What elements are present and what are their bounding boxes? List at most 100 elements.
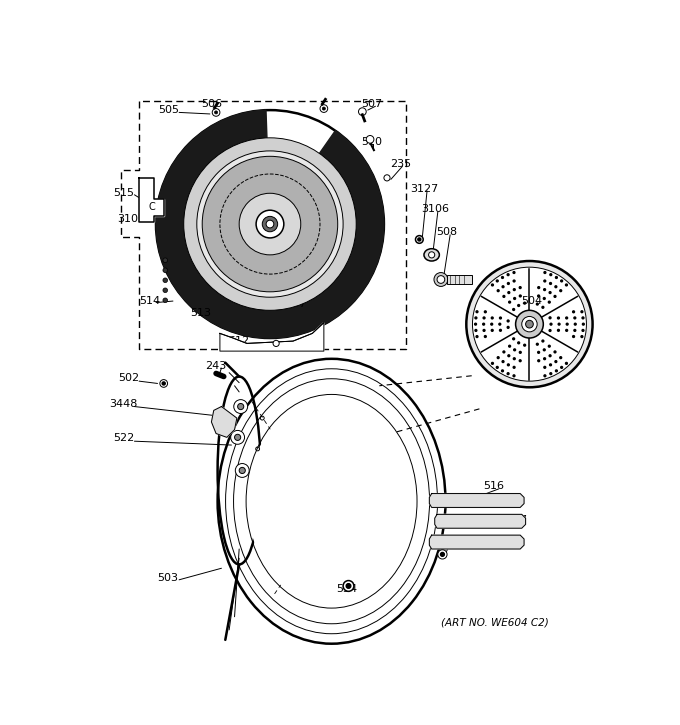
Circle shape	[544, 289, 545, 291]
Circle shape	[235, 463, 249, 477]
Text: 506: 506	[201, 99, 222, 109]
Text: 237: 237	[286, 299, 307, 309]
Circle shape	[507, 274, 509, 276]
Circle shape	[544, 280, 546, 282]
Circle shape	[513, 375, 515, 377]
Circle shape	[549, 291, 551, 294]
Circle shape	[266, 220, 274, 228]
Circle shape	[549, 330, 551, 331]
Polygon shape	[429, 494, 524, 507]
Circle shape	[491, 323, 492, 325]
Circle shape	[492, 329, 493, 331]
Circle shape	[582, 317, 584, 319]
Circle shape	[555, 286, 557, 288]
Circle shape	[476, 336, 478, 338]
Circle shape	[507, 326, 509, 328]
Polygon shape	[156, 110, 384, 338]
Circle shape	[549, 283, 551, 284]
Circle shape	[558, 323, 560, 325]
Circle shape	[575, 323, 576, 325]
Circle shape	[520, 286, 521, 289]
Circle shape	[513, 280, 515, 282]
Circle shape	[513, 338, 515, 340]
Circle shape	[515, 310, 543, 338]
Circle shape	[508, 291, 510, 294]
Circle shape	[548, 301, 550, 303]
Circle shape	[542, 340, 544, 342]
Circle shape	[212, 109, 220, 116]
Circle shape	[556, 370, 558, 372]
Text: 235: 235	[390, 159, 411, 169]
Circle shape	[508, 355, 510, 357]
Circle shape	[524, 344, 526, 346]
Circle shape	[561, 280, 562, 282]
Circle shape	[574, 317, 576, 319]
Circle shape	[513, 349, 515, 351]
Circle shape	[273, 340, 279, 347]
Text: 3127: 3127	[410, 183, 438, 194]
Circle shape	[555, 360, 557, 362]
Circle shape	[496, 280, 498, 282]
Text: 502: 502	[118, 373, 139, 383]
Circle shape	[560, 357, 562, 359]
Circle shape	[202, 157, 338, 292]
Circle shape	[434, 273, 448, 286]
Circle shape	[475, 317, 477, 319]
Circle shape	[497, 290, 499, 291]
Text: C: C	[148, 202, 155, 212]
Text: 510: 510	[361, 138, 382, 147]
Polygon shape	[220, 323, 324, 351]
Circle shape	[544, 366, 546, 368]
Circle shape	[163, 288, 167, 293]
Circle shape	[573, 311, 575, 312]
Text: 522: 522	[113, 433, 134, 443]
Text: 505: 505	[158, 105, 180, 115]
Circle shape	[517, 342, 520, 344]
Circle shape	[214, 111, 218, 114]
Circle shape	[560, 290, 562, 291]
Circle shape	[513, 309, 515, 310]
Circle shape	[549, 355, 551, 357]
Circle shape	[160, 380, 167, 387]
Circle shape	[483, 323, 485, 325]
Bar	[447, 275, 472, 284]
Text: (ART NO. WE604 C2): (ART NO. WE604 C2)	[441, 617, 549, 627]
Circle shape	[581, 311, 583, 312]
Text: 504: 504	[521, 296, 543, 306]
Circle shape	[262, 216, 277, 232]
Text: 517: 517	[506, 515, 527, 525]
Circle shape	[583, 323, 584, 325]
Circle shape	[524, 302, 526, 304]
Circle shape	[566, 317, 568, 319]
Circle shape	[367, 136, 374, 144]
Circle shape	[499, 323, 500, 325]
Circle shape	[566, 362, 567, 364]
Circle shape	[497, 357, 499, 359]
Circle shape	[548, 345, 550, 347]
Circle shape	[581, 336, 583, 338]
Circle shape	[438, 550, 447, 559]
Circle shape	[475, 323, 477, 325]
Circle shape	[197, 151, 343, 297]
Circle shape	[492, 317, 493, 319]
Circle shape	[322, 107, 326, 110]
Circle shape	[566, 284, 567, 286]
Circle shape	[558, 317, 560, 319]
Circle shape	[466, 261, 592, 387]
Circle shape	[549, 317, 551, 319]
Circle shape	[537, 303, 539, 305]
Circle shape	[484, 311, 486, 312]
Circle shape	[231, 431, 245, 444]
Circle shape	[492, 284, 494, 286]
Circle shape	[496, 366, 498, 368]
Circle shape	[517, 304, 520, 307]
Circle shape	[538, 286, 540, 289]
Circle shape	[502, 370, 503, 372]
Circle shape	[507, 373, 509, 375]
Circle shape	[384, 175, 390, 181]
Circle shape	[513, 358, 515, 360]
Circle shape	[520, 360, 521, 362]
Text: 503: 503	[157, 573, 178, 583]
Circle shape	[538, 352, 539, 353]
Circle shape	[566, 323, 568, 325]
